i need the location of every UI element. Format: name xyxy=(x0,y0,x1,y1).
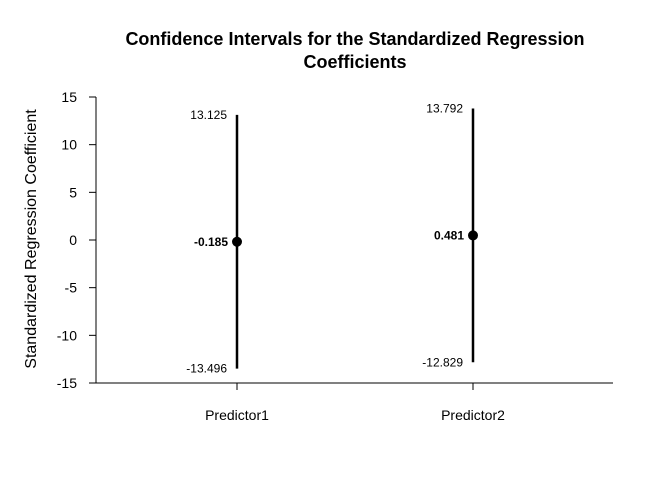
x-tick-label: Predictor1 xyxy=(205,407,269,423)
y-tick-label: -10 xyxy=(57,327,77,343)
chart-title-line-2: Coefficients xyxy=(303,52,406,72)
upper-bound-label: 13.792 xyxy=(426,102,463,116)
y-tick-label: 0 xyxy=(69,232,77,248)
y-tick-label: -15 xyxy=(57,375,77,391)
y-tick-label: -5 xyxy=(65,280,78,296)
estimate-point xyxy=(232,236,242,247)
upper-bound-label: 13.125 xyxy=(190,108,227,122)
x-axis: Predictor1 Predictor2 xyxy=(96,382,613,423)
y-tick-label: 5 xyxy=(69,184,77,200)
x-tick-label: Predictor2 xyxy=(441,407,505,423)
lower-bound-label: -12.829 xyxy=(422,355,463,369)
y-tick-label: 15 xyxy=(61,89,77,105)
estimate-label: -0.185 xyxy=(194,235,228,249)
estimate-label: 0.481 xyxy=(434,228,464,242)
y-axis: 15 10 5 0 -5 -10 -15 xyxy=(57,89,97,391)
lower-bound-label: -13.496 xyxy=(186,362,227,376)
y-axis-label: Standardized Regression Coefficient xyxy=(23,109,40,369)
estimate-point xyxy=(468,230,478,241)
chart-marks: -0.185 13.125 -13.496 0.481 13.792 -12.829 xyxy=(186,102,478,376)
y-tick-label: 10 xyxy=(61,137,77,153)
chart-title-line-1: Confidence Intervals for the Standardize… xyxy=(125,29,584,49)
